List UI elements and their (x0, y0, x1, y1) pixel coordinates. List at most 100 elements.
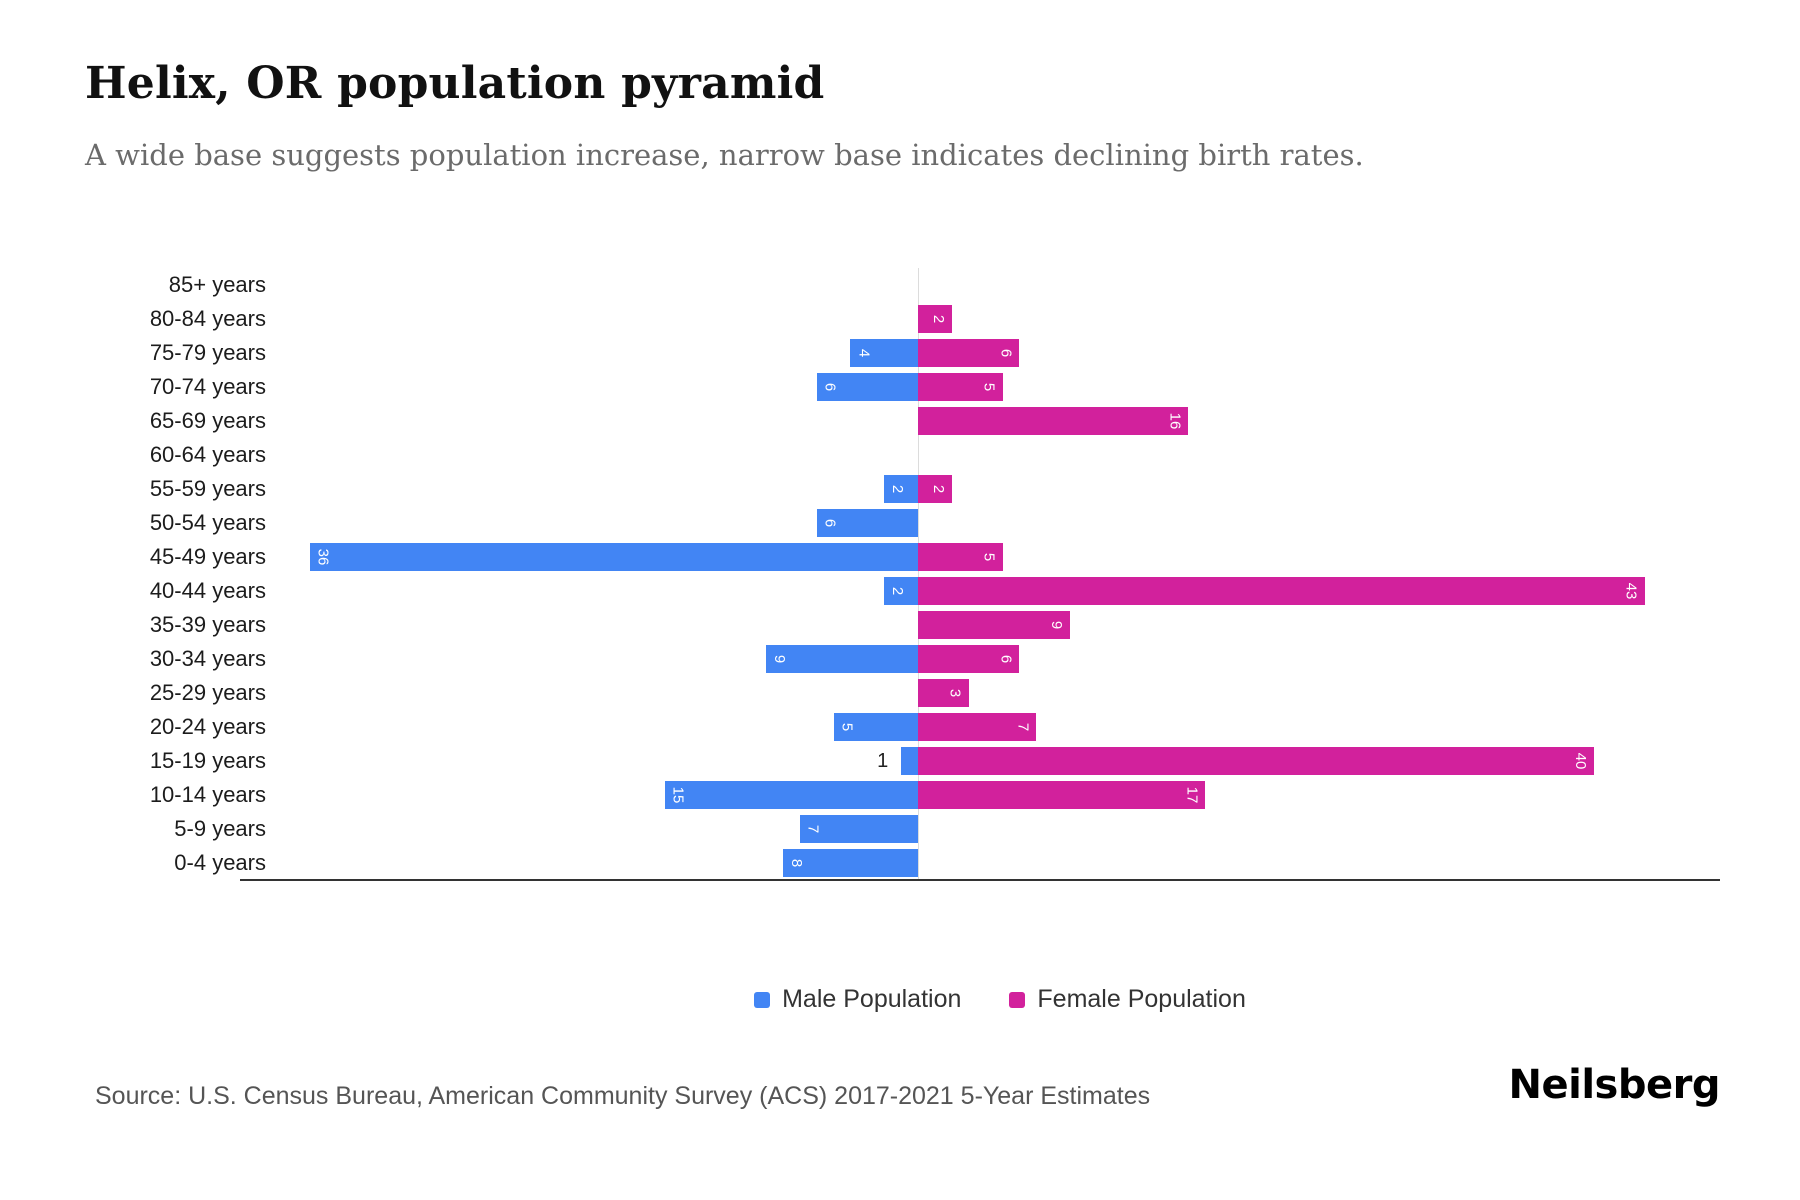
chart-subtitle: A wide base suggests population increase… (85, 138, 1364, 172)
row-plot (280, 438, 1720, 472)
pyramid-row: 80-84 years 2 (85, 302, 1720, 336)
pyramid-row: 5-9 years 7 (85, 812, 1720, 846)
pyramid-row: 15-19 years 1 40 (85, 744, 1720, 778)
female-bar: 43 (918, 577, 1645, 605)
female-value-label: 16 (1166, 412, 1184, 430)
row-plot: 8 (280, 846, 1720, 880)
male-value-label: 7 (804, 824, 822, 834)
male-value-label: 1 (877, 750, 889, 772)
pyramid-rows: 85+ years 80-84 years 2 75-79 years 4 6 70-74 … (85, 268, 1720, 880)
age-group-label: 60-64 years (149, 442, 266, 467)
male-bar: 8 (782, 849, 918, 877)
pyramid-row: 40-44 years 2 43 (85, 574, 1720, 608)
male-swatch-icon (754, 991, 771, 1008)
male-value-label: 9 (770, 654, 788, 664)
age-group-label: 55-59 years (149, 476, 266, 501)
center-gridline (918, 268, 919, 880)
age-group-label: 35-39 years (149, 612, 266, 637)
female-value-label: 5 (980, 552, 998, 562)
pyramid-row: 35-39 years 9 (85, 608, 1720, 642)
female-value-label: 5 (980, 382, 998, 392)
female-value-label: 17 (1183, 786, 1201, 804)
male-value-label: 6 (821, 518, 839, 528)
female-bar: 2 (918, 305, 952, 333)
pyramid-row: 55-59 years 2 2 (85, 472, 1720, 506)
age-group-label: 65-69 years (149, 408, 266, 433)
male-bar: 7 (799, 815, 918, 843)
pyramid-row: 65-69 years 16 (85, 404, 1720, 438)
age-group-label: 75-79 years (149, 340, 266, 365)
age-group-label: 10-14 years (149, 782, 266, 807)
female-bar: 6 (918, 645, 1020, 673)
pyramid-row: 70-74 years 6 5 (85, 370, 1720, 404)
row-plot: 6 (280, 506, 1720, 540)
row-plot: 3 (280, 676, 1720, 710)
female-bar: 6 (918, 339, 1020, 367)
female-swatch-icon (1009, 991, 1026, 1008)
female-value-label: 6 (997, 654, 1015, 664)
pyramid-row: 30-34 years 9 6 (85, 642, 1720, 676)
male-value-label: 36 (314, 548, 332, 566)
male-value-label: 8 (787, 858, 805, 868)
female-value-label: 3 (946, 688, 964, 698)
chart-title: Helix, OR population pyramid (85, 58, 825, 109)
age-group-label: 80-84 years (149, 306, 266, 331)
female-value-label: 43 (1622, 582, 1640, 600)
female-value-label: 40 (1572, 752, 1589, 770)
pyramid-row: 0-4 years 8 (85, 846, 1720, 880)
row-plot: 16 (280, 404, 1720, 438)
pyramid-row: 10-14 years 15 17 (85, 778, 1720, 812)
row-plot: 2 (280, 302, 1720, 336)
source-attribution: Source: U.S. Census Bureau, American Com… (95, 1082, 1151, 1110)
male-bar: 2 (884, 475, 918, 503)
age-group-label: 50-54 years (149, 510, 266, 535)
row-plot: 36 5 (280, 540, 1720, 574)
row-plot: 15 17 (280, 778, 1720, 812)
male-value-label: 4 (855, 348, 873, 358)
female-bar: 5 (918, 373, 1003, 401)
legend-item-female: Female Population (1009, 985, 1246, 1014)
age-group-label: 15-19 years (149, 748, 266, 773)
neilsberg-logo: Neilsberg (1508, 1062, 1721, 1108)
age-group-label: 70-74 years (149, 374, 266, 399)
male-bar: 36 (309, 543, 918, 571)
pyramid-row: 50-54 years 6 (85, 506, 1720, 540)
female-value-label: 7 (1014, 722, 1032, 732)
female-bar: 3 (918, 679, 969, 707)
row-plot: 2 43 (280, 574, 1720, 608)
pyramid-row: 85+ years (85, 268, 1720, 302)
female-bar: 2 (918, 475, 952, 503)
pyramid-row: 25-29 years 3 (85, 676, 1720, 710)
female-value-label: 9 (1048, 620, 1066, 630)
age-group-label: 85+ years (168, 272, 266, 297)
male-bar: 6 (816, 373, 918, 401)
age-group-label: 5-9 years (174, 816, 266, 841)
male-value-label: 2 (889, 586, 907, 596)
male-bar: 9 (765, 645, 918, 673)
legend-male-label: Male Population (782, 985, 962, 1013)
female-value-label: 2 (929, 484, 947, 494)
male-bar: 5 (833, 713, 918, 741)
female-value-label: 6 (997, 348, 1015, 358)
female-bar: 5 (918, 543, 1003, 571)
age-group-label: 20-24 years (149, 714, 266, 739)
legend: Male Population Female Population (280, 985, 1720, 1014)
row-plot: 1 40 (280, 744, 1720, 778)
population-pyramid-chart: 85+ years 80-84 years 2 75-79 years 4 6 70-74 … (85, 268, 1720, 881)
legend-item-male: Male Population (754, 985, 961, 1014)
male-value-label: 15 (669, 786, 687, 804)
male-bar: 4 (850, 339, 918, 367)
male-bar: 15 (664, 781, 918, 809)
pyramid-row: 45-49 years 36 5 (85, 540, 1720, 574)
row-plot (280, 268, 1720, 302)
age-group-label: 40-44 years (149, 578, 266, 603)
male-value-label: 2 (889, 484, 907, 494)
legend-female-label: Female Population (1037, 985, 1246, 1013)
male-value-label: 5 (838, 722, 856, 732)
